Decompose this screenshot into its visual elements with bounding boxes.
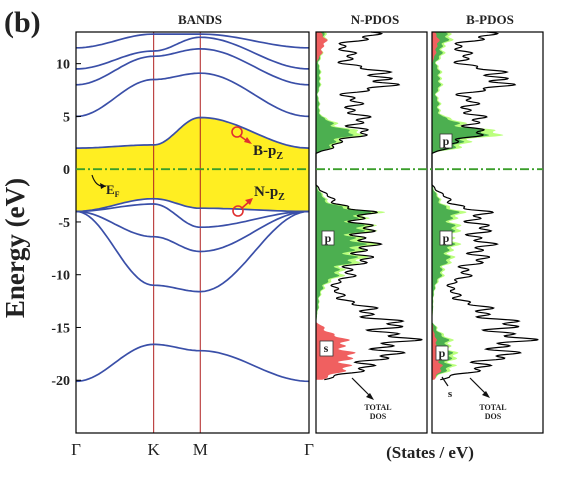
x-tick-label: Γ (304, 440, 314, 459)
n-pdos-total-arrowhead-icon (366, 393, 374, 400)
band-line-6 (76, 116, 310, 149)
ef-arrowhead-icon (100, 183, 106, 189)
bands-border (75, 31, 310, 434)
ef-label: EF (106, 182, 120, 199)
pdos-total-line (431, 31, 539, 381)
y-axis-label: Energy (eV) (0, 178, 30, 318)
y-tick-label: -15 (51, 321, 70, 336)
y-tick-label: -20 (51, 374, 70, 389)
band-lines (75, 33, 310, 383)
band-line-7 (75, 72, 310, 118)
b-pdos-p-upper-label: p (443, 134, 450, 148)
b-pdos-dos-label: DOS (485, 412, 502, 421)
band-line-5 (75, 197, 309, 213)
b-pdos-curves (431, 31, 539, 381)
n-pz-arrowhead-icon (245, 198, 253, 205)
n-pdos-p-label-box (321, 230, 335, 246)
n-pdos-frame (315, 31, 428, 434)
band-line-10 (76, 33, 309, 49)
n-pdos-curves (315, 31, 423, 381)
n-pz-marker-icon (232, 205, 244, 217)
bands-title: BANDS (178, 12, 222, 27)
band-line-9 (76, 36, 310, 70)
pdos-s-area (432, 32, 443, 380)
band-line-4 (76, 203, 310, 229)
b-pdos-title: B-PDOS (466, 12, 514, 27)
n-pdos-title: N-PDOS (351, 12, 399, 27)
n-pdos-s-label-box (319, 340, 334, 357)
n-pdos-total-label: TOTAL (364, 403, 391, 412)
b-pdos-s-arrow-icon (441, 376, 449, 387)
x-tick-label: K (148, 440, 161, 459)
band-line-1 (75, 343, 310, 383)
b-pdos-s-label: s (448, 388, 453, 400)
x-tick-label: M (193, 440, 208, 459)
pdos-p-light-area (432, 32, 504, 380)
b-pdos-p-lower-label: p (443, 231, 450, 245)
bands-panel: BANDS 10 5 0 -5 -10 -15 -20 Γ K M Γ Energy (eV) E… (0, 12, 314, 459)
y-tick-label: 10 (56, 58, 70, 73)
dos-x-axis-label: (States / eV) (386, 443, 474, 462)
figure-label: (b) (4, 6, 41, 39)
pdos-p-area (432, 32, 489, 380)
b-pdos-p-small-label: p (439, 346, 446, 360)
n-pdos-s-label: s (324, 341, 329, 355)
n-pdos-p-label: p (325, 231, 332, 245)
b-pz-label: B-pZ (253, 143, 283, 162)
bands-frame (75, 31, 310, 434)
n-pdos-panel: N-PDOS p s TOTAL DOS (315, 12, 428, 434)
b-pdos-total-arrowhead-icon (482, 391, 490, 398)
b-pdos-frame (431, 31, 544, 434)
b-pdos-total-label: TOTAL (479, 403, 506, 412)
y-tick-label: -5 (58, 216, 70, 231)
band-line-2 (75, 210, 310, 293)
y-tick-label: -10 (51, 269, 70, 284)
b-pdos-p-upper-label-box (439, 133, 453, 149)
band-line-8 (75, 48, 310, 86)
n-pdos-dos-label: DOS (370, 412, 387, 421)
b-pdos-p-lower-label-box (439, 230, 453, 246)
n-pz-label: N-pZ (254, 184, 285, 203)
y-tick-label: 5 (63, 110, 70, 125)
b-pdos-panel: B-PDOS p p p s TOTAL DOS (431, 12, 544, 434)
b-pz-arrowhead-icon (244, 137, 252, 144)
pdos-total-line (315, 31, 423, 381)
b-pz-marker-icon (231, 126, 243, 138)
y-ticks: 10 5 0 -5 -10 -15 -20 (51, 58, 81, 389)
b-pdos-p-small-label-box (435, 345, 449, 361)
y-tick-label: 0 (63, 163, 70, 178)
band-gap-fill (76, 117, 309, 212)
band-line-3 (75, 210, 310, 253)
x-tick-label: Γ (71, 440, 81, 459)
